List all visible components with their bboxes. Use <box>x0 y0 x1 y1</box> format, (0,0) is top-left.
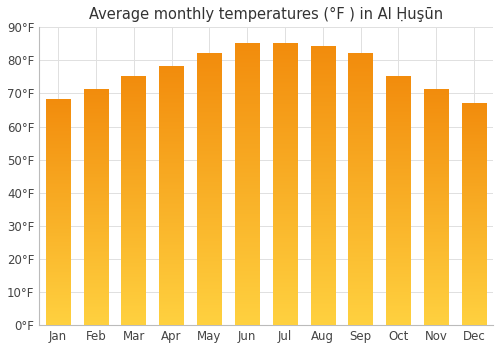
Title: Average monthly temperatures (°F ) in Al Ḥuşūn: Average monthly temperatures (°F ) in Al… <box>89 7 443 22</box>
